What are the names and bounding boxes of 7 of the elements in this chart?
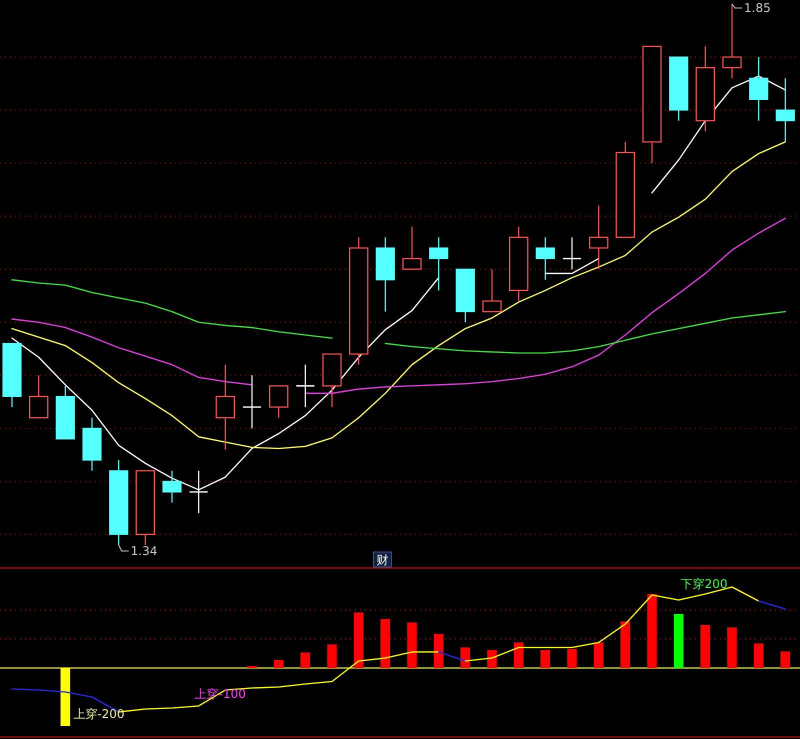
annotation: 下穿200 [680, 576, 728, 591]
title: 财 [373, 552, 392, 568]
annotation: 上穿-200 [73, 706, 125, 721]
annotation: 1.85 [744, 1, 771, 15]
annotation: 上穿-100 [194, 686, 246, 701]
chart-title: 财 [376, 553, 388, 567]
annotation: 1.34 [130, 544, 158, 558]
